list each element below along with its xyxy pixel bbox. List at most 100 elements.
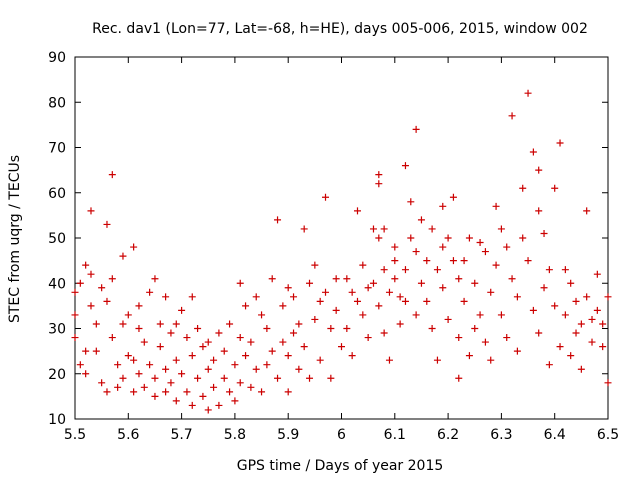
data-point (327, 325, 335, 332)
data-point (364, 284, 372, 292)
data-point (561, 311, 569, 319)
data-point (332, 275, 340, 283)
data-point (439, 202, 447, 210)
y-tick-label: 70 (48, 141, 66, 157)
data-point (162, 365, 170, 373)
data-point (295, 365, 303, 373)
data-point (268, 347, 276, 355)
data-point (577, 365, 585, 373)
data-point (210, 383, 218, 391)
data-point (135, 325, 143, 332)
data-point (545, 266, 553, 274)
data-point (338, 343, 345, 351)
data-point (604, 293, 612, 301)
data-point (178, 370, 186, 378)
data-point (396, 320, 404, 328)
data-point (279, 338, 287, 346)
data-point (151, 374, 159, 382)
data-point (130, 356, 138, 364)
y-tick-label: 90 (48, 50, 66, 66)
data-point (87, 302, 95, 310)
data-point (226, 320, 234, 328)
data-point (348, 352, 356, 360)
data-point (316, 297, 324, 305)
data-point (162, 293, 170, 301)
data-point (108, 275, 116, 283)
data-point (353, 207, 361, 215)
x-tick-label: 5.6 (117, 427, 139, 443)
data-point (242, 302, 250, 310)
data-point (460, 257, 468, 265)
data-point (476, 311, 484, 319)
data-point (577, 320, 585, 328)
y-tick-label: 10 (48, 412, 66, 428)
data-point (412, 125, 420, 133)
data-point (423, 297, 431, 305)
data-point (108, 334, 116, 342)
data-point (290, 329, 298, 337)
data-point (210, 356, 218, 364)
data-point (369, 279, 377, 287)
data-point (188, 352, 196, 360)
data-point (146, 288, 154, 296)
data-point (492, 202, 500, 210)
x-axis-label: GPS time / Days of year 2015 (237, 458, 444, 474)
data-point (242, 352, 250, 360)
data-point (391, 275, 399, 283)
data-point (604, 379, 612, 387)
data-point (300, 343, 308, 351)
data-point (247, 338, 255, 346)
data-point (540, 284, 548, 292)
data-point (465, 352, 473, 360)
data-point (82, 261, 90, 269)
data-point (460, 297, 468, 305)
data-point (124, 352, 132, 360)
data-point (588, 315, 596, 323)
data-point (231, 361, 239, 369)
data-point (476, 239, 484, 247)
data-point (497, 225, 505, 233)
data-point (529, 306, 537, 314)
data-point (380, 266, 388, 274)
data-point (385, 288, 393, 296)
data-point (551, 184, 559, 192)
data-point (513, 347, 521, 355)
plot-frame (74, 56, 609, 420)
data-point (87, 207, 95, 215)
x-tick-label: 6.5 (597, 427, 619, 443)
data-point (140, 383, 148, 391)
data-point (375, 171, 383, 179)
data-point (433, 266, 441, 274)
data-point (551, 302, 559, 310)
data-point (92, 347, 100, 355)
data-point (204, 338, 212, 346)
data-point (572, 297, 580, 305)
data-point (236, 279, 244, 287)
data-point (236, 334, 244, 342)
data-point (327, 374, 335, 382)
data-point (380, 329, 388, 337)
data-point (444, 234, 452, 242)
data-point (156, 343, 164, 351)
data-point (130, 388, 138, 396)
data-point (87, 270, 95, 278)
data-point (204, 365, 212, 373)
data-point (524, 89, 532, 97)
data-point (567, 352, 575, 360)
data-point (503, 243, 511, 251)
data-point (401, 297, 409, 305)
data-point (593, 270, 601, 278)
data-point (487, 288, 495, 296)
data-point (231, 397, 239, 405)
data-point (316, 356, 324, 364)
data-point (481, 338, 489, 346)
data-point (258, 388, 266, 396)
data-point (204, 406, 212, 414)
y-tick-label: 30 (48, 322, 66, 338)
data-point (306, 374, 314, 382)
x-tick-label: 5.8 (224, 427, 246, 443)
data-point (545, 361, 553, 369)
data-point (359, 311, 367, 319)
data-point (82, 370, 90, 378)
